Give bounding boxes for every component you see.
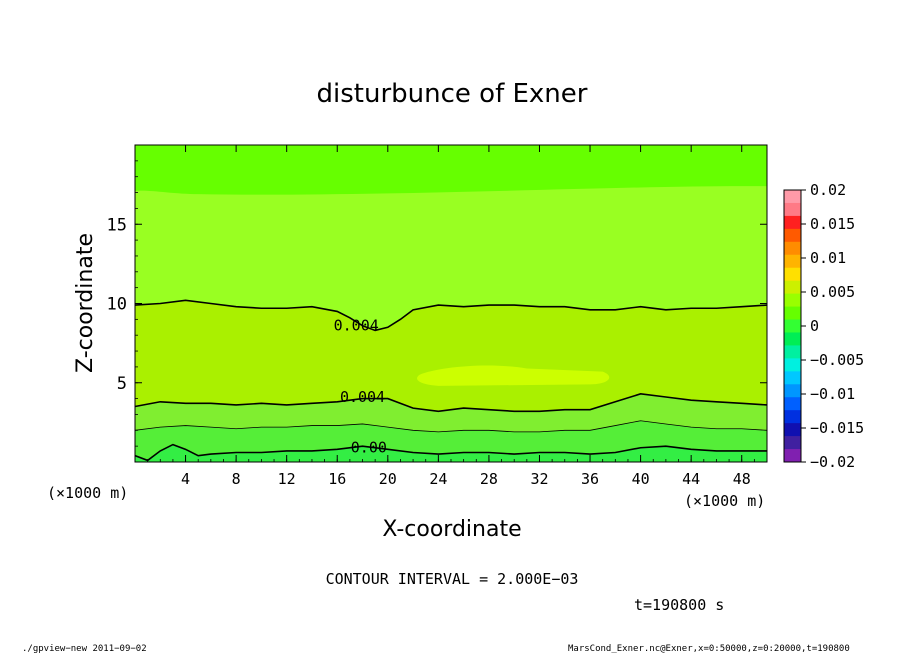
x-tick-label: 44	[682, 470, 700, 488]
colorbar-label: 0.02	[810, 181, 846, 199]
colorbar-label: −0.015	[810, 419, 864, 437]
colorbar-label: −0.005	[810, 351, 864, 369]
colorbar-label: 0.015	[810, 215, 855, 233]
y-tick-label: 5	[117, 374, 127, 394]
contour-label-1: 0.004	[340, 388, 385, 406]
x-axis-ticks: 4 8 12 16 20 24 28 32 36 40 44 48	[147, 145, 755, 488]
colorbar-label: −0.01	[810, 385, 855, 403]
y-axis-label: Z-coordinate	[73, 233, 98, 373]
colorbar-swatch	[784, 449, 801, 463]
contour-label-0: 0.004	[334, 317, 379, 335]
x-unit-label-left: (×1000 m)	[47, 484, 128, 502]
colorbar-swatch	[784, 190, 801, 204]
field-bright-patch	[417, 365, 610, 386]
contour-label-2: 0.00	[351, 439, 387, 457]
colorbar-swatch	[784, 267, 801, 282]
colorbar-swatch	[784, 293, 801, 308]
x-tick-label: 8	[232, 470, 241, 488]
contour-line-0	[134, 299, 768, 332]
colorbar-swatch	[784, 345, 801, 359]
time-label: t=190800 s	[634, 596, 724, 614]
field-top-band	[135, 145, 767, 195]
x-tick-label: 36	[581, 470, 599, 488]
x-tick-label: 12	[278, 470, 296, 488]
colorbar-swatch	[784, 371, 801, 385]
chart-title: disturbunce of Exner	[317, 79, 588, 109]
colorbar: 0.02 0.015 0.01 0.005 0 −0.005 −0.01 −0.015 −0.0…	[783, 181, 864, 471]
colorbar-swatch	[784, 254, 801, 269]
contour-lines	[134, 299, 768, 462]
colorbar-swatch	[784, 358, 801, 372]
colorbar-swatch	[784, 202, 801, 217]
x-axis-label: X-coordinate	[382, 517, 521, 542]
contour-line-3	[134, 443, 767, 462]
colorbar-swatch	[784, 410, 801, 424]
y-tick-label: 15	[107, 215, 127, 235]
colorbar-swatch	[784, 280, 801, 295]
contour-labels: 0.004 0.004 0.00	[334, 317, 387, 457]
colorbar-label: 0.005	[810, 283, 855, 301]
colorbar-swatch	[784, 319, 801, 333]
footer-left: ./gpview−new 2011−09−02	[22, 644, 147, 654]
footer-right: MarsCond_Exner.nc@Exner,x=0:50000,z=0:20…	[568, 644, 850, 654]
x-tick-label: 48	[733, 470, 751, 488]
colorbar-swatch	[784, 384, 801, 398]
x-tick-label: 16	[328, 470, 346, 488]
y-axis-ticks: 5 10 15	[107, 160, 767, 447]
x-tick-label: 32	[530, 470, 548, 488]
contour-line-1	[134, 393, 768, 413]
y-tick-label: 10	[107, 295, 127, 315]
colorbar-swatch	[784, 241, 801, 256]
colorbar-swatch	[784, 228, 801, 243]
colorbar-swatch	[784, 332, 801, 346]
contour-interval-note: CONTOUR INTERVAL = 2.000E−03	[326, 570, 579, 588]
contour-field	[135, 145, 767, 462]
x-tick-label: 4	[181, 470, 190, 488]
colorbar-label: 0	[810, 317, 819, 335]
colorbar-swatch	[784, 306, 801, 321]
x-tick-label: 24	[429, 470, 447, 488]
colorbar-label: 0.01	[810, 249, 846, 267]
colorbar-swatch	[784, 397, 801, 411]
field-mid-band	[135, 300, 767, 412]
contour-line-2	[134, 420, 768, 433]
x-unit-label-right: (×1000 m)	[684, 492, 765, 510]
colorbar-label: −0.02	[810, 453, 855, 471]
x-tick-label: 28	[480, 470, 498, 488]
x-tick-label: 40	[632, 470, 650, 488]
colorbar-swatch	[784, 436, 801, 450]
x-tick-label: 20	[379, 470, 397, 488]
colorbar-swatch	[784, 423, 801, 437]
field-lower-band	[135, 393, 767, 432]
colorbar-swatch	[784, 215, 801, 230]
